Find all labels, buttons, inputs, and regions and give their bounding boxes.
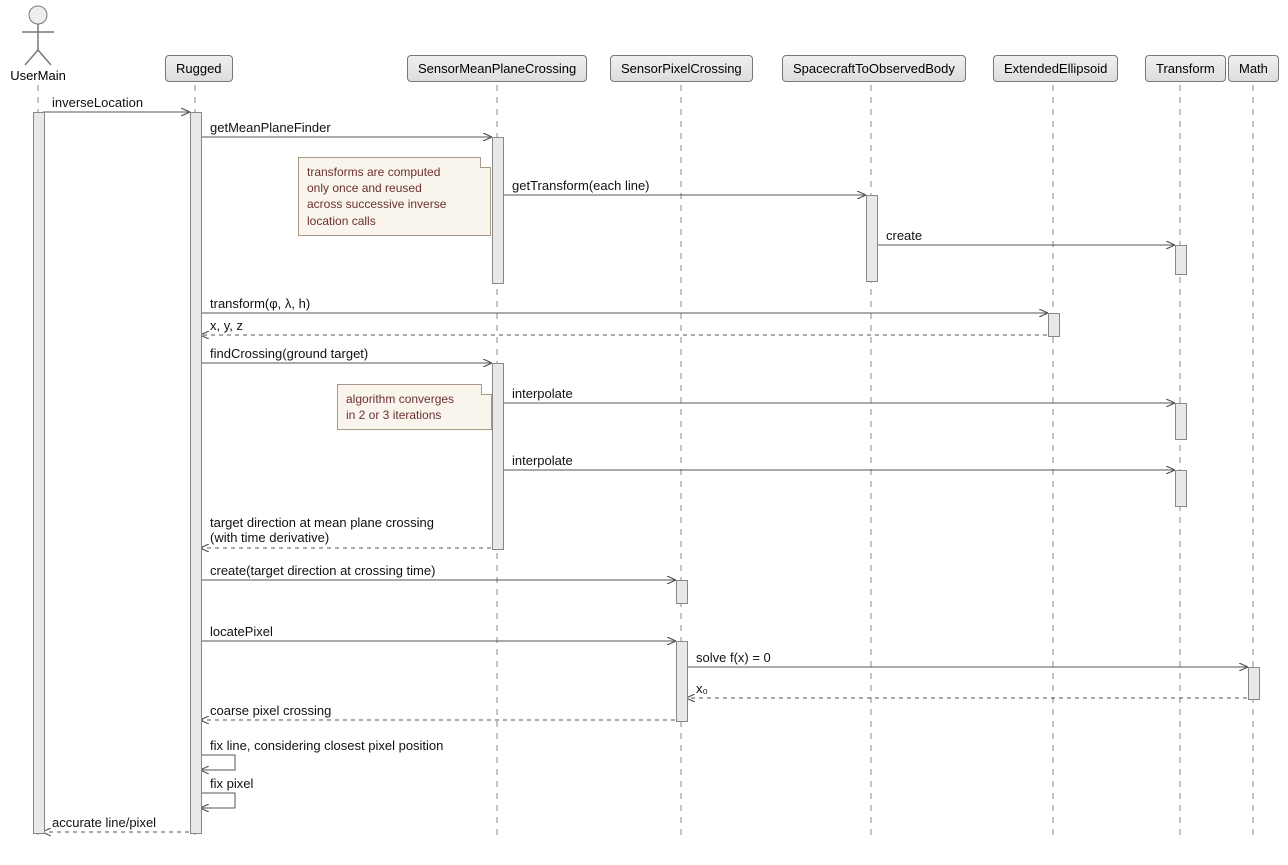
msg-interpolate2: interpolate xyxy=(512,453,573,468)
activation-spc-2 xyxy=(676,641,688,722)
msg-findCrossing: findCrossing(ground target) xyxy=(210,346,368,361)
participant-ee: ExtendedEllipsoid xyxy=(993,55,1118,82)
participant-tf: Transform xyxy=(1145,55,1226,82)
msg-targetDirection: target direction at mean plane crossing … xyxy=(210,515,434,545)
msg-locatePixel: locatePixel xyxy=(210,624,273,639)
msg-transform: transform(φ, λ, h) xyxy=(210,296,310,311)
participant-stob: SpacecraftToObservedBody xyxy=(782,55,966,82)
activation-tf-3 xyxy=(1175,470,1187,507)
activation-usermain xyxy=(33,112,45,834)
msg-getTransform: getTransform(each line) xyxy=(512,178,650,193)
activation-stob xyxy=(866,195,878,282)
note-transforms: transforms are computed only once and re… xyxy=(298,157,491,236)
participant-smpc: SensorMeanPlaneCrossing xyxy=(407,55,587,82)
msg-getMeanPlaneFinder: getMeanPlaneFinder xyxy=(210,120,331,135)
activation-spc-1 xyxy=(676,580,688,604)
msg-inverseLocation: inverseLocation xyxy=(52,95,143,110)
activation-ee xyxy=(1048,313,1060,337)
msg-solve: solve f(x) = 0 xyxy=(696,650,771,665)
msg-xyz: x, y, z xyxy=(210,318,243,333)
msg-create2: create(target direction at crossing time… xyxy=(210,563,435,578)
activation-math xyxy=(1248,667,1260,700)
msg-interpolate1: interpolate xyxy=(512,386,573,401)
participant-rugged: Rugged xyxy=(165,55,233,82)
activation-tf-2 xyxy=(1175,403,1187,440)
msg-accurate: accurate line/pixel xyxy=(52,815,156,830)
actor-label: UserMain xyxy=(8,68,68,83)
msg-create: create xyxy=(886,228,922,243)
msg-x0: x₀ xyxy=(696,681,708,696)
activation-smpc-2 xyxy=(492,363,504,550)
participant-spc: SensorPixelCrossing xyxy=(610,55,753,82)
msg-coarsePixel: coarse pixel crossing xyxy=(210,703,331,718)
note-converges: algorithm converges in 2 or 3 iterations xyxy=(337,384,492,430)
activation-smpc-1 xyxy=(492,137,504,284)
msg-fixPixel: fix pixel xyxy=(210,776,253,791)
msg-fixLine: fix line, considering closest pixel posi… xyxy=(210,738,443,753)
participant-math: Math xyxy=(1228,55,1279,82)
activation-tf-1 xyxy=(1175,245,1187,275)
activation-rugged xyxy=(190,112,202,834)
